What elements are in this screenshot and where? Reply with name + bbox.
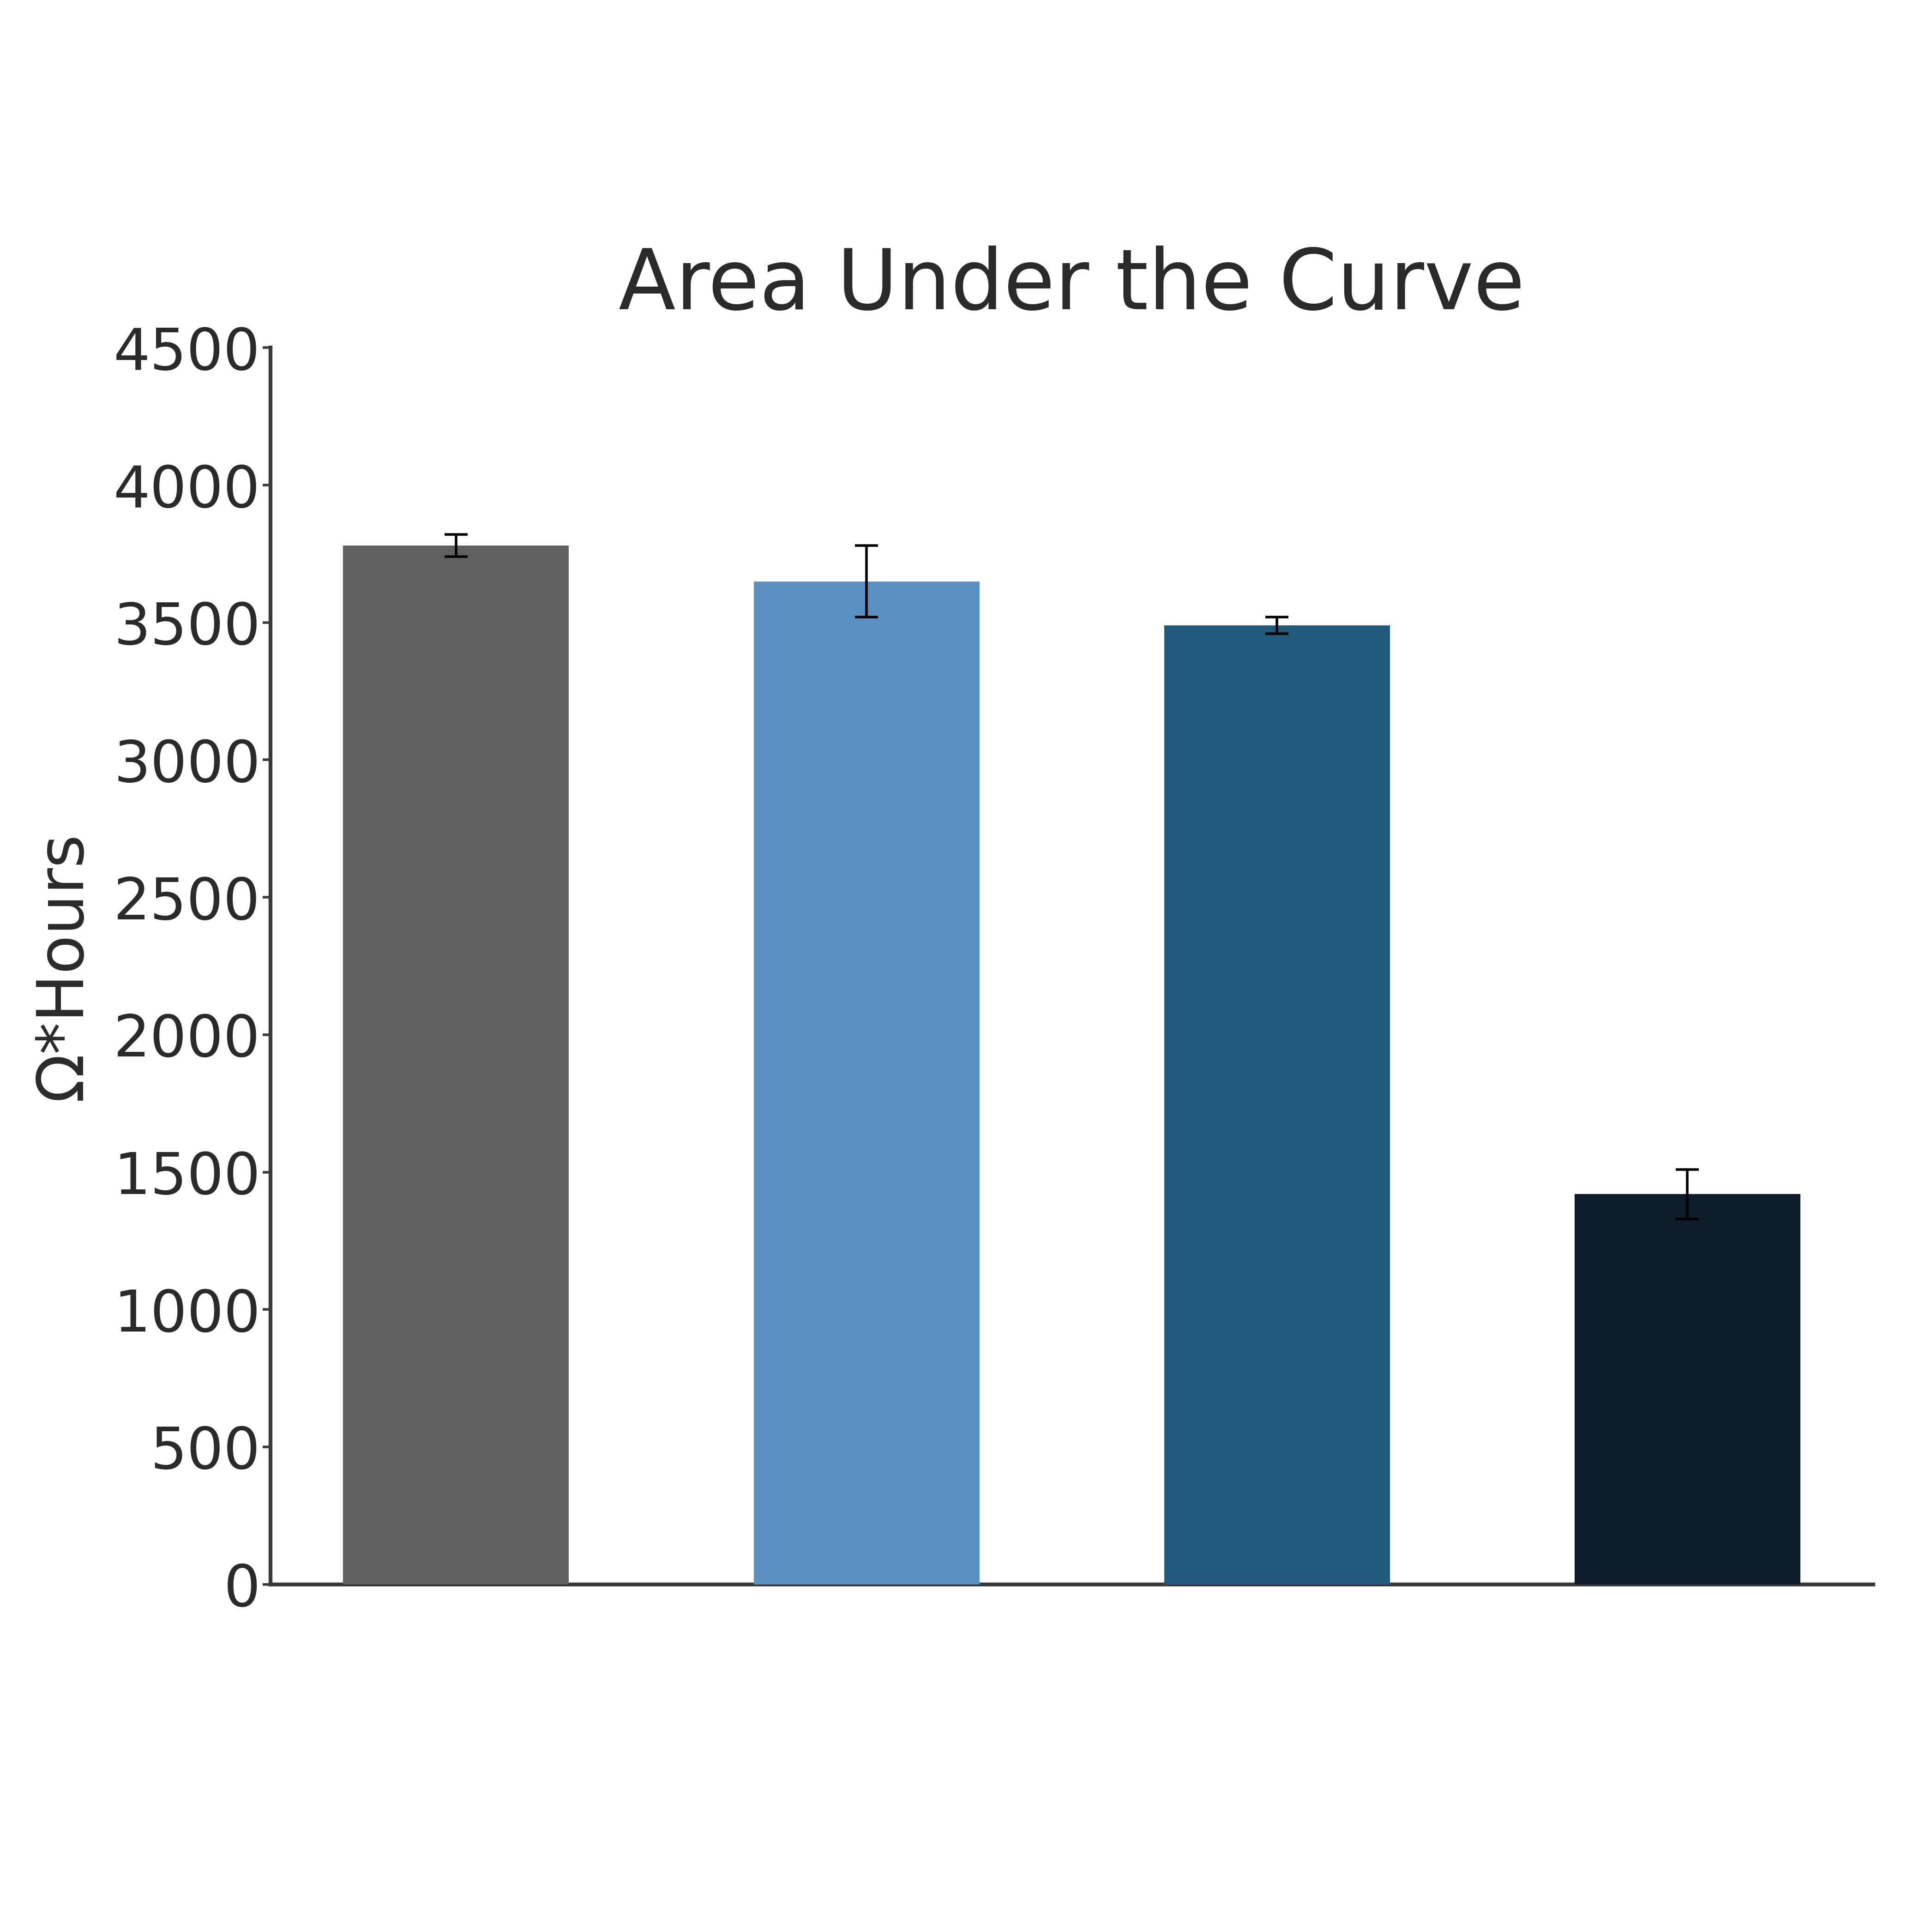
Bar xyxy=(1164,626,1390,1584)
Title: Area Under the Curve: Area Under the Curve xyxy=(618,245,1525,327)
Bar xyxy=(344,545,570,1584)
Bar xyxy=(753,582,979,1584)
Bar xyxy=(1574,1194,1800,1584)
Y-axis label: Ω*Hours: Ω*Hours xyxy=(33,831,95,1101)
